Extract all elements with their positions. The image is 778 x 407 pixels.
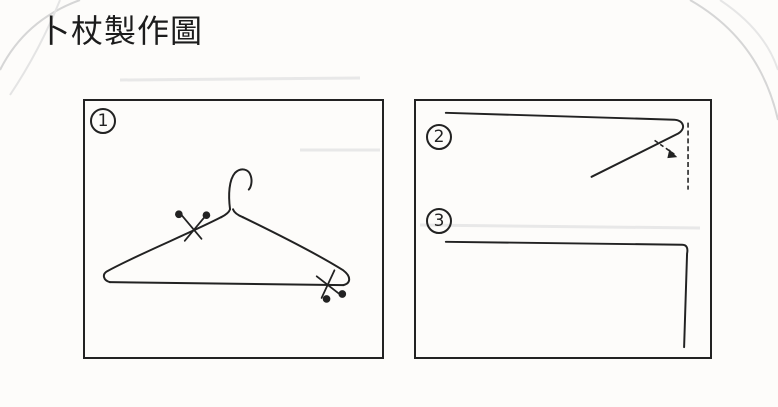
bending-illustration: [444, 111, 689, 349]
page-title: 卜杖製作圖: [38, 12, 204, 50]
step-number-1: 1: [90, 108, 116, 134]
hanger-illustration: [102, 168, 351, 303]
arrow-head-icon: [667, 149, 678, 159]
hanger-neck-right: [232, 208, 244, 219]
hanger-neck-left: [220, 208, 232, 219]
hanger-hook: [228, 168, 253, 211]
panel-steps-2-3: 2 3: [414, 99, 712, 359]
hanger-bottom-bar: [108, 281, 345, 287]
background-curve-right: [689, 0, 778, 121]
step-2-wire: [444, 111, 684, 178]
hanger-left-shoulder: [102, 216, 223, 284]
scissors-icon-right: [315, 269, 347, 303]
step-number-2: 2: [426, 124, 452, 150]
background-smudge-3: [419, 223, 701, 230]
background-smudge-1: [119, 76, 361, 82]
scissors-icon-left: [175, 210, 211, 242]
background-curve-left-inner: [9, 0, 61, 96]
panel-step-1: 1: [83, 99, 384, 359]
step-number-3: 3: [426, 208, 452, 234]
hanger-right-shoulder: [241, 216, 351, 287]
background-curve-left: [0, 0, 81, 71]
step-3-wire: [444, 240, 689, 349]
background-curve-right-inner: [719, 0, 778, 71]
